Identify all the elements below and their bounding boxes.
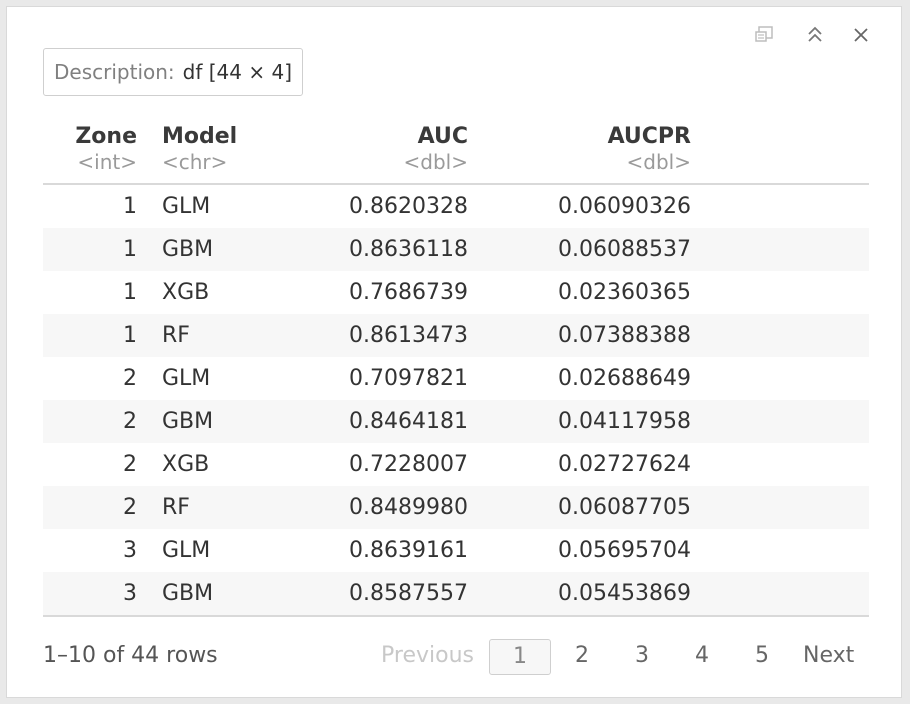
cell-aucpr: 0.06087705 (558, 495, 691, 520)
cell-model: RF (162, 323, 190, 348)
description-label: Description: (54, 60, 175, 84)
cell-model: RF (162, 495, 190, 520)
next-page-button[interactable]: Next (803, 643, 855, 668)
collapse-icon (808, 26, 822, 42)
cell-zone: 2 (123, 452, 137, 477)
cell-zone: 2 (123, 366, 137, 391)
cell-model: GBM (162, 237, 214, 262)
cell-auc: 0.7097821 (349, 366, 468, 391)
table-row: 3 GBM 0.8587557 0.05453869 (43, 572, 869, 615)
cell-auc: 0.7228007 (349, 452, 468, 477)
table-row: 2 RF 0.8489980 0.06087705 (43, 486, 869, 529)
cell-auc: 0.7686739 (349, 280, 468, 305)
previous-page-button[interactable]: Previous (381, 643, 474, 668)
cell-aucpr: 0.05695704 (558, 538, 691, 563)
column-header-auc[interactable]: AUC <dbl> (283, 123, 468, 173)
table-header: Zone <int> Model <chr> AUC <dbl> AUCPR <… (43, 119, 869, 185)
column-name: AUCPR (607, 124, 691, 149)
cell-zone: 3 (123, 581, 137, 606)
cell-model: GBM (162, 581, 214, 606)
table-row: 3 GLM 0.8639161 0.05695704 (43, 529, 869, 572)
table-row: 1 XGB 0.7686739 0.02360365 (43, 271, 869, 314)
cell-zone: 1 (123, 237, 137, 262)
cell-aucpr: 0.05453869 (558, 581, 691, 606)
description-chip: Description: df [44 × 4] (43, 48, 304, 96)
cell-aucpr: 0.04117958 (558, 409, 691, 434)
column-header-model[interactable]: Model <chr> (162, 123, 282, 173)
cell-aucpr: 0.06088537 (558, 237, 691, 262)
close-icon (854, 28, 868, 42)
description-value: df [44 × 4] (182, 60, 293, 84)
table-row: 1 GBM 0.8636118 0.06088537 (43, 228, 869, 271)
cell-auc: 0.8620328 (349, 194, 468, 219)
cell-model: GBM (162, 409, 214, 434)
column-type: <chr> (162, 150, 228, 174)
cell-zone: 1 (123, 280, 137, 305)
cell-zone: 2 (123, 495, 137, 520)
table-row: 2 GBM 0.8464181 0.04117958 (43, 400, 869, 443)
cell-zone: 3 (123, 538, 137, 563)
popout-button[interactable] (751, 21, 779, 49)
cell-model: GLM (162, 366, 211, 391)
data-frame-viewer: Description: df [44 × 4] Zone <int> Mode… (6, 6, 902, 698)
cell-aucpr: 0.06090326 (558, 194, 691, 219)
column-name: Model (162, 124, 238, 149)
cell-model: GLM (162, 194, 211, 219)
cell-aucpr: 0.02688649 (558, 366, 691, 391)
cell-auc: 0.8613473 (349, 323, 468, 348)
column-name: AUC (417, 124, 468, 149)
page-button-3[interactable]: 3 (635, 643, 649, 668)
close-button[interactable] (847, 21, 875, 49)
table-row: 2 XGB 0.7228007 0.02727624 (43, 443, 869, 486)
cell-zone: 1 (123, 194, 137, 219)
cell-aucpr: 0.02360365 (558, 280, 691, 305)
column-header-zone[interactable]: Zone <int> (43, 123, 137, 173)
page-button-4[interactable]: 4 (695, 643, 709, 668)
cell-model: XGB (162, 452, 210, 477)
column-name: Zone (75, 124, 137, 149)
cell-aucpr: 0.07388388 (558, 323, 691, 348)
table-row: 1 RF 0.8613473 0.07388388 (43, 314, 869, 357)
cell-model: GLM (162, 538, 211, 563)
rows-info: 1–10 of 44 rows (43, 643, 218, 668)
cell-zone: 2 (123, 409, 137, 434)
cell-zone: 1 (123, 323, 137, 348)
popout-icon (755, 26, 773, 42)
cell-model: XGB (162, 280, 210, 305)
column-type: <dbl> (403, 150, 468, 174)
page-button-2[interactable]: 2 (575, 643, 589, 668)
table-row: 1 GLM 0.8620328 0.06090326 (43, 185, 869, 228)
page-button-1[interactable]: 1 (489, 639, 551, 675)
column-type: <dbl> (626, 150, 691, 174)
page-button-5[interactable]: 5 (755, 643, 769, 668)
cell-auc: 0.8587557 (349, 581, 468, 606)
cell-auc: 0.8464181 (349, 409, 468, 434)
table-row: 2 GLM 0.7097821 0.02688649 (43, 357, 869, 400)
column-type: <int> (77, 150, 137, 174)
cell-aucpr: 0.02727624 (558, 452, 691, 477)
data-table: Zone <int> Model <chr> AUC <dbl> AUCPR <… (43, 119, 869, 617)
table-body: 1 GLM 0.8620328 0.06090326 1 GBM 0.86361… (43, 185, 869, 615)
column-header-aucpr[interactable]: AUCPR <dbl> (483, 123, 691, 173)
cell-auc: 0.8636118 (349, 237, 468, 262)
cell-auc: 0.8489980 (349, 495, 468, 520)
collapse-button[interactable] (801, 21, 829, 49)
table-bottom-divider (43, 615, 869, 617)
cell-auc: 0.8639161 (349, 538, 468, 563)
